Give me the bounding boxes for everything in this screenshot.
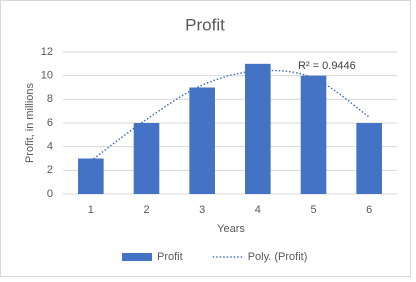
bar <box>189 87 215 194</box>
annotation: R² = 0.9446 <box>298 60 356 72</box>
x-tick-label: 4 <box>255 204 261 216</box>
x-axis-label: Years <box>217 223 245 235</box>
chart-title: Profit <box>185 15 225 34</box>
legend-label: Profit <box>157 251 183 263</box>
bar <box>78 158 104 194</box>
y-tick-label: 8 <box>47 93 53 105</box>
x-tick-label: 5 <box>310 204 316 216</box>
y-tick-label: 2 <box>47 164 53 176</box>
x-tick-label: 2 <box>143 204 149 216</box>
bar <box>300 75 327 194</box>
legend-label: Poly. (Profit) <box>248 251 308 263</box>
y-tick-label: 4 <box>47 141 53 153</box>
bar <box>245 63 271 195</box>
y-tick-label: 0 <box>47 188 53 200</box>
y-tick-label: 6 <box>47 117 53 129</box>
y-tick-label: 12 <box>41 46 53 58</box>
bar <box>356 123 382 194</box>
trendline <box>90 69 370 162</box>
x-tick-label: 6 <box>366 204 372 216</box>
x-tick-label: 1 <box>88 204 94 216</box>
y-axis-label: Profit, in millions <box>24 82 36 163</box>
x-tick-label: 3 <box>199 204 205 216</box>
bar <box>133 123 160 194</box>
y-tick-label: 10 <box>41 70 53 82</box>
legend-swatch <box>122 253 152 261</box>
